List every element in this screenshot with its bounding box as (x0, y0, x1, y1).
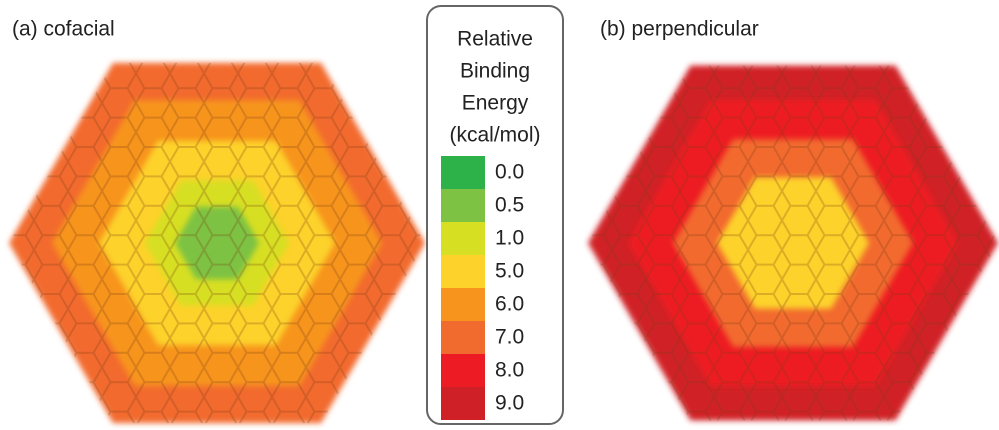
legend-label: 0.0 (495, 161, 524, 184)
legend-label: 1.0 (495, 227, 524, 250)
legend-swatch (441, 354, 485, 387)
legend-label: 5.0 (495, 260, 524, 283)
heatmap-a (9, 63, 425, 423)
legend-swatch (441, 189, 485, 222)
legend-label: 8.0 (495, 359, 524, 382)
figure: (a) cofacial (b) perpendicular Relative B… (0, 0, 999, 430)
legend-swatch (441, 387, 485, 420)
legend-label: 6.0 (495, 293, 524, 316)
legend-swatch (441, 321, 485, 354)
lattice-overlay (588, 66, 998, 421)
legend-swatch (441, 288, 485, 321)
legend-swatch (441, 222, 485, 255)
legend-label: 9.0 (495, 392, 524, 415)
heatmap-b (588, 66, 998, 421)
lattice-overlay (9, 63, 425, 423)
legend-title: (kcal/mol) (449, 124, 540, 147)
legend-label: 7.0 (495, 326, 524, 349)
panel-title: (b) perpendicular (600, 18, 759, 41)
legend-title: Energy (462, 92, 529, 115)
legend-swatch (441, 156, 485, 189)
panel-title: (a) cofacial (12, 18, 115, 41)
legend-title: Relative (457, 28, 533, 51)
legend-swatch (441, 255, 485, 288)
legend-title: Binding (460, 60, 530, 83)
legend-label: 0.5 (495, 194, 524, 217)
